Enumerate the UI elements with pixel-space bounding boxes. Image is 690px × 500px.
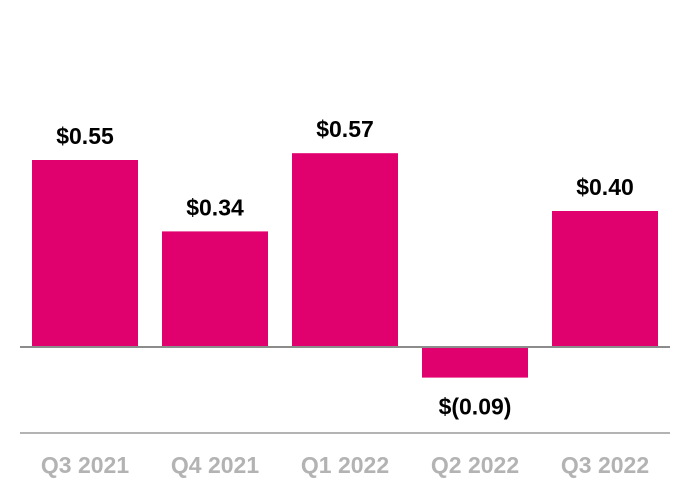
value-label: $0.34 [186,194,244,220]
category-labels-group: Q3 2021 Q4 2021 Q1 2022 Q2 2022 Q3 2022 [41,452,649,478]
bar-q3-2022 [552,211,658,347]
category-label: Q4 2021 [171,452,259,478]
bar-q1-2022 [292,153,398,347]
value-label: $0.57 [316,116,374,142]
value-label: $0.40 [576,174,634,200]
value-label: $(0.09) [439,394,512,420]
category-label: Q1 2022 [301,452,389,478]
bar-q3-2021 [32,160,138,347]
bar-q4-2021 [162,231,268,347]
category-label: Q3 2021 [41,452,129,478]
bar-q2-2022 [422,347,528,378]
bars-group [32,153,658,378]
category-label: Q2 2022 [431,452,519,478]
value-label: $0.55 [56,123,114,149]
value-labels-group: $0.55 $0.34 $0.57 $(0.09) $0.40 [56,116,634,419]
category-label: Q3 2022 [561,452,649,478]
